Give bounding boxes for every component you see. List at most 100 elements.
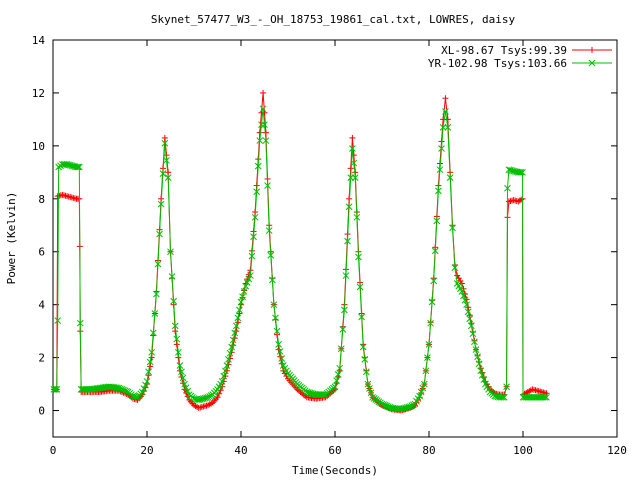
data-point (355, 253, 362, 261)
y-tick-label: 0 (38, 405, 45, 418)
data-point (543, 393, 550, 401)
data-point (519, 168, 526, 176)
data-point (73, 163, 80, 171)
data-point (251, 213, 259, 221)
data-point (430, 277, 438, 285)
data-point (262, 129, 269, 136)
data-point (449, 224, 456, 232)
data-point (436, 166, 444, 174)
data-point (273, 327, 281, 335)
data-point (451, 264, 459, 271)
data-point (270, 301, 278, 309)
data-point (54, 317, 62, 324)
data-point (334, 371, 342, 378)
y-tick-label: 14 (32, 34, 46, 47)
data-point (258, 121, 265, 129)
data-point (272, 314, 279, 322)
data-point (541, 393, 549, 401)
data-point (331, 383, 339, 391)
x-tick-label: 100 (513, 444, 533, 457)
data-point (262, 137, 270, 144)
data-point (179, 374, 187, 382)
data-point (349, 134, 356, 141)
data-point (460, 292, 467, 300)
data-point (427, 319, 434, 327)
data-point (242, 282, 250, 290)
data-point (504, 184, 511, 192)
data-point (367, 389, 375, 397)
data-point (333, 377, 340, 384)
data-point (319, 391, 326, 399)
y-tick-label: 6 (38, 246, 45, 259)
data-point (478, 371, 486, 379)
data-point (517, 168, 525, 176)
data-point (337, 345, 345, 353)
data-point (168, 273, 176, 280)
data-point (349, 145, 356, 152)
y-axis-label: Power (Kelvin) (5, 192, 18, 285)
x-tick-label: 120 (607, 444, 627, 457)
data-point (454, 272, 461, 279)
data-point (50, 386, 58, 393)
data-point (339, 326, 347, 333)
data-point (264, 182, 271, 189)
data-point (420, 380, 428, 388)
data-point (463, 301, 470, 309)
x-tick-label: 20 (140, 444, 153, 457)
data-point (442, 95, 449, 102)
data-point (237, 298, 245, 306)
data-point (182, 384, 190, 391)
x-axis-label: Time(Seconds) (292, 464, 378, 477)
data-point (261, 121, 268, 129)
data-point (226, 349, 234, 357)
data-point (171, 322, 179, 330)
data-point (438, 145, 445, 152)
data-point (433, 217, 441, 225)
data-point (174, 348, 182, 356)
data-point (142, 381, 149, 389)
data-point (465, 304, 472, 311)
series-xl (50, 89, 550, 414)
legend-label-xl: XL-98.67 Tsys:99.39 (441, 44, 567, 57)
data-point (229, 336, 237, 344)
plot-frame (52, 39, 618, 438)
data-point (516, 168, 524, 176)
x-tick-label: 60 (328, 444, 341, 457)
data-point (260, 89, 267, 96)
data-point (254, 162, 262, 170)
chart-title: Skynet_57477_W3_-_OH_18753_19861_cal.txt… (151, 13, 516, 26)
data-point (154, 260, 162, 268)
legend-marker-glyph (588, 59, 596, 67)
data-point (268, 276, 276, 284)
data-point (75, 163, 83, 171)
data-point (220, 372, 228, 380)
data-point (176, 362, 184, 369)
data-point (265, 227, 273, 234)
data-point (184, 387, 192, 395)
data-point (181, 380, 188, 388)
data-point (149, 329, 157, 337)
data-point (243, 279, 251, 286)
x-tick-label: 80 (422, 444, 435, 457)
data-point (159, 170, 167, 178)
data-point (228, 343, 235, 351)
data-point (239, 293, 246, 301)
data-point (464, 308, 472, 316)
data-point (359, 343, 367, 351)
y-tick-label: 2 (38, 352, 45, 365)
data-point (472, 346, 480, 354)
data-point (540, 393, 547, 401)
data-point (477, 367, 485, 375)
data-point (256, 137, 264, 144)
data-point (475, 360, 483, 368)
data-point (76, 319, 84, 327)
data-point (223, 362, 231, 369)
data-point (358, 313, 365, 321)
data-point (161, 139, 169, 147)
data-point (444, 123, 452, 131)
data-point (469, 330, 477, 338)
data-point (267, 251, 275, 259)
data-point (256, 129, 263, 136)
data-point (467, 322, 475, 330)
data-point (163, 157, 170, 164)
